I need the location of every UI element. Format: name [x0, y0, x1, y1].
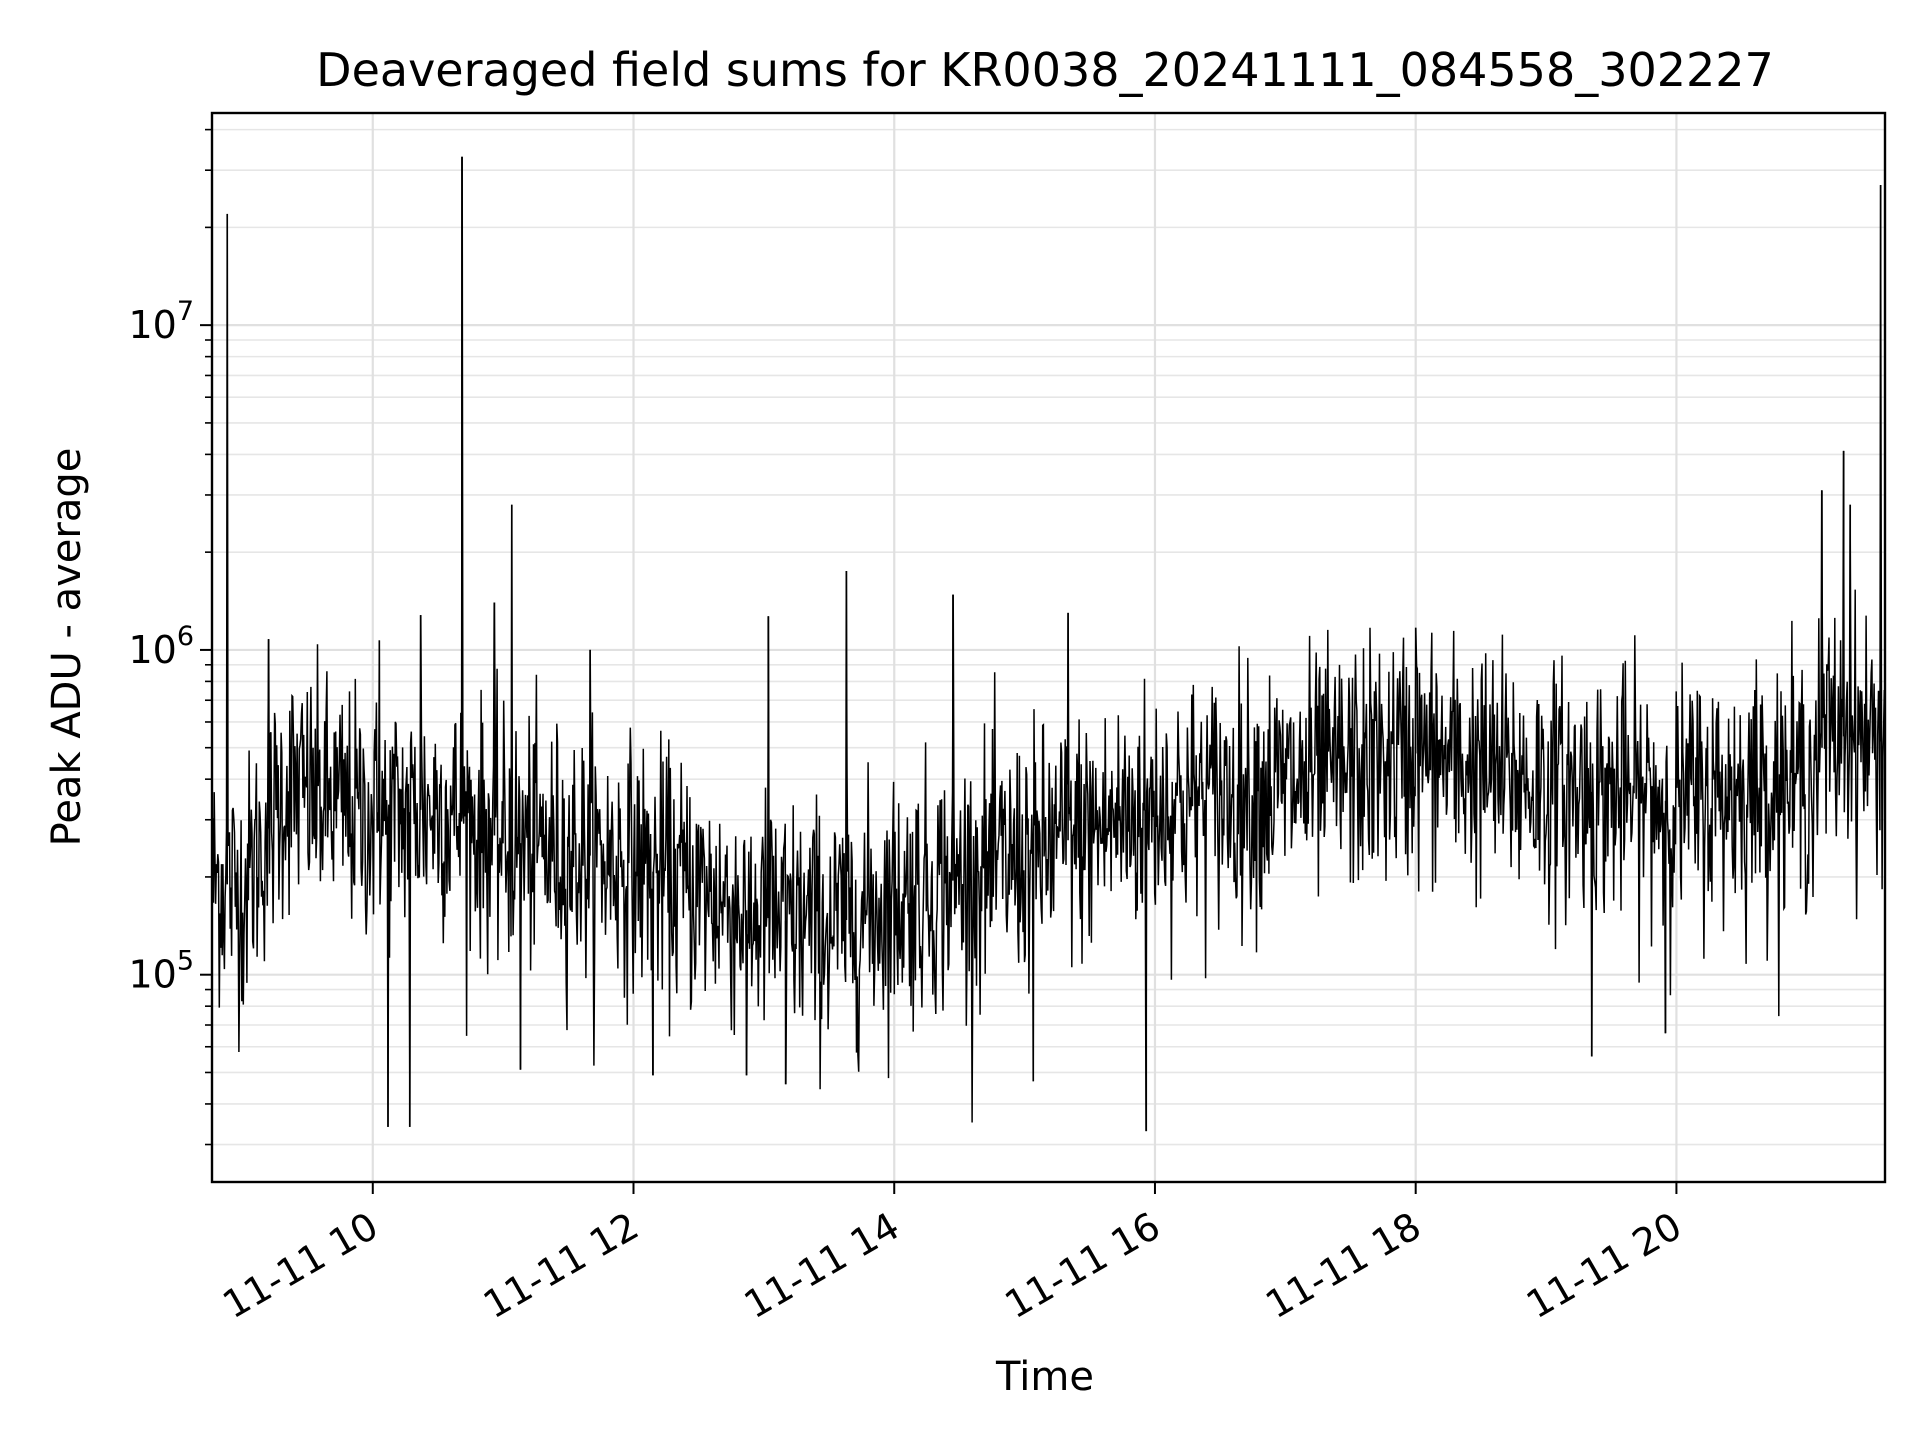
plot-frame — [210, 111, 1887, 1184]
x-tick-label: 11-11 10 — [215, 1204, 385, 1328]
x-tick-label: 11-11 20 — [1519, 1204, 1689, 1328]
series-layer — [211, 156, 1886, 1132]
x-axis: 11-11 10 11-11 12 11-11 14 11-11 16 11-11 18… — [215, 1182, 1689, 1327]
y-axis-label: Peak ADU - average — [44, 448, 90, 847]
grid-lines — [212, 113, 1885, 1182]
x-tick-label: 11-11 18 — [1258, 1204, 1428, 1328]
y-tick-label: 106 — [128, 621, 194, 672]
series-line — [211, 156, 1886, 1132]
x-axis-label: Time — [995, 1354, 1094, 1400]
chart-title: Deaveraged field sums for KR0038_2024111… — [316, 43, 1774, 97]
x-tick-label: 11-11 16 — [997, 1204, 1167, 1328]
x-tick-label: 11-11 12 — [476, 1204, 646, 1328]
y-tick-label: 105 — [128, 946, 194, 997]
y-tick-label: 107 — [128, 296, 194, 347]
y-axis: 105 106 107 — [128, 128, 212, 1146]
x-tick-label: 11-11 14 — [737, 1204, 907, 1328]
